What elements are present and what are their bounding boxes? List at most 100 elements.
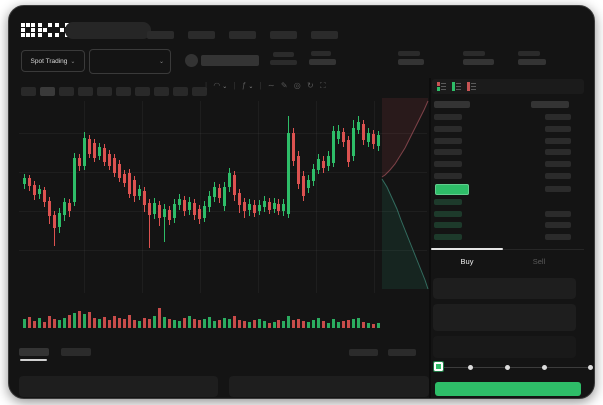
book-asks-icon[interactable] (467, 82, 477, 92)
volume-bar (167, 319, 171, 328)
ask-price-placeholder[interactable] (434, 173, 462, 179)
nav-item[interactable] (270, 31, 297, 39)
volume-bar (27, 317, 31, 328)
chevron-down-icon: ⌄ (158, 59, 164, 65)
volume-bar (32, 321, 36, 328)
nav-item[interactable] (229, 31, 256, 39)
slider-step-dot[interactable] (588, 365, 593, 370)
timeframe-button[interactable] (116, 87, 131, 96)
percent-slider-handle[interactable] (433, 361, 444, 372)
timeframe-button[interactable] (97, 87, 112, 96)
volume-bar (287, 316, 291, 328)
price-input[interactable] (433, 278, 576, 299)
bottom-panel-right[interactable] (229, 376, 429, 397)
undo-icon[interactable]: ↻ (307, 81, 316, 90)
candle (82, 138, 86, 166)
volume-bar (207, 317, 211, 328)
line-tool-icon[interactable]: ∼ (267, 81, 277, 90)
bottom-action-placeholder[interactable] (349, 349, 378, 356)
timeframe-button[interactable] (78, 87, 93, 96)
volume-bar (147, 319, 151, 328)
candle (67, 203, 71, 211)
slider-step-dot[interactable] (505, 365, 510, 370)
ask-price-placeholder[interactable] (434, 161, 462, 167)
candle (167, 210, 171, 220)
screenshot-icon[interactable]: ◎ (293, 81, 303, 90)
total-field[interactable] (433, 336, 576, 358)
bottom-action-placeholder[interactable] (388, 349, 416, 356)
nav-item[interactable] (147, 31, 174, 39)
timeframe-button[interactable] (40, 87, 55, 96)
volume-bar (257, 319, 261, 328)
buy-submit-button[interactable] (435, 382, 581, 396)
search-input[interactable] (65, 22, 151, 39)
tab-sell[interactable]: Sell (532, 257, 546, 266)
orderbook-toolbar (432, 79, 584, 94)
market-type-dropdown[interactable]: Spot Trading ⌄ (21, 50, 85, 72)
market-type-label: Spot Trading (30, 57, 68, 65)
volume-bar (232, 316, 236, 328)
volume-bar (292, 320, 296, 328)
volume-bar (122, 319, 126, 328)
candle (97, 147, 101, 156)
stat-value-placeholder (463, 59, 494, 65)
book-combined-icon[interactable] (437, 82, 447, 92)
nav-item[interactable] (188, 31, 215, 39)
volume-bar (247, 322, 251, 328)
tab-buy[interactable]: Buy (460, 257, 474, 266)
bid-price-placeholder[interactable] (434, 199, 462, 205)
gridline-v (374, 101, 375, 293)
bid-price-placeholder[interactable] (434, 234, 462, 240)
ask-price-placeholder[interactable] (434, 138, 462, 144)
indicator-icon[interactable]: ƒ (241, 81, 249, 90)
bid-amount-placeholder (545, 234, 571, 240)
pair-selector-dropdown[interactable]: ⌄ (89, 49, 171, 74)
gridline-v (84, 101, 85, 293)
amount-input[interactable] (433, 304, 576, 331)
bid-amount-placeholder (545, 211, 571, 217)
chevron-down-icon[interactable]: ⌄ (222, 84, 230, 90)
bid-price-placeholder[interactable] (434, 222, 462, 228)
ask-price-placeholder[interactable] (434, 114, 462, 120)
slider-step-dot[interactable] (468, 365, 473, 370)
volume-bar (337, 322, 341, 328)
percent-slider-track[interactable] (439, 367, 589, 368)
chevron-down-icon[interactable]: ⌄ (248, 84, 256, 90)
bid-price-placeholder[interactable] (434, 211, 462, 217)
timeframe-button[interactable] (192, 87, 207, 96)
divider: | (259, 81, 264, 90)
draw-icon[interactable]: ✎ (280, 81, 290, 90)
candle (262, 201, 266, 207)
volume-bar (267, 323, 271, 328)
ask-price-placeholder[interactable] (434, 126, 462, 132)
candle (192, 203, 196, 215)
volume-bar (162, 317, 166, 328)
bottom-tab[interactable] (61, 348, 91, 356)
timeframe-button[interactable] (59, 87, 74, 96)
volume-bar (367, 323, 371, 328)
bottom-panel-left[interactable] (19, 376, 218, 397)
volume-bar (372, 324, 376, 328)
candlestick-chart[interactable] (9, 6, 429, 306)
timeframe-button[interactable] (173, 87, 188, 96)
candle (322, 161, 326, 168)
gridline-h (19, 211, 427, 212)
candle (307, 180, 311, 188)
bottom-tab-active[interactable] (19, 348, 49, 356)
volume-bar (47, 316, 51, 328)
slider-step-dot[interactable] (542, 365, 547, 370)
book-bids-icon[interactable] (452, 82, 462, 92)
candle (227, 173, 231, 187)
volume-bar (112, 316, 116, 328)
pair-name-placeholder (201, 55, 259, 66)
coin-avatar (185, 54, 198, 67)
volume-bar (127, 315, 131, 328)
chart-style-icon[interactable]: ◠ (213, 81, 223, 90)
depth-asks-line (381, 100, 429, 178)
ask-price-placeholder[interactable] (434, 149, 462, 155)
timeframe-button[interactable] (154, 87, 169, 96)
fullscreen-icon[interactable]: ⛶ (319, 81, 328, 90)
timeframe-button[interactable] (21, 87, 36, 96)
timeframe-button[interactable] (135, 87, 150, 96)
nav-item[interactable] (311, 31, 338, 39)
